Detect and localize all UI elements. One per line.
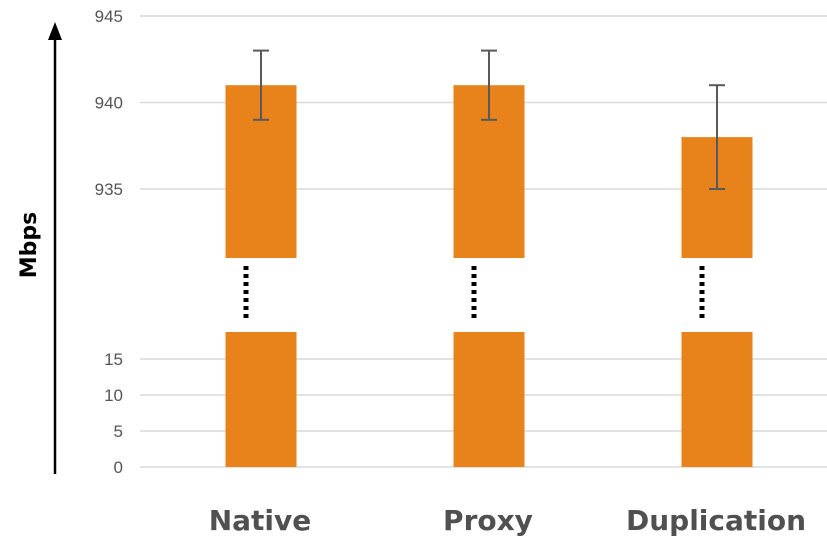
error-bars-group xyxy=(253,49,725,190)
bars-group xyxy=(225,85,753,467)
x-category-labels: Native Proxy Duplication xyxy=(209,504,806,537)
bar-lower-segment xyxy=(453,332,525,467)
y-tick-label: 15 xyxy=(104,350,123,369)
x-category-label: Duplication xyxy=(626,504,806,537)
y-axis-label: Mbps xyxy=(17,212,42,278)
x-category-label: Native xyxy=(209,504,312,537)
y-axis-arrowhead xyxy=(48,22,62,40)
bar-lower-segment xyxy=(681,332,753,467)
axis-break-markers xyxy=(243,266,705,322)
y-tick-label: 10 xyxy=(104,386,123,405)
y-tick-label: 5 xyxy=(114,422,123,441)
y-tick-label: 935 xyxy=(95,180,123,199)
x-category-label: Proxy xyxy=(443,504,533,537)
y-tick-label: 0 xyxy=(114,458,123,477)
y-tick-labels: 0 5 10 15 935 940 945 xyxy=(95,7,123,477)
bar-lower-segment xyxy=(225,332,297,467)
y-tick-label: 940 xyxy=(95,94,123,113)
y-tick-label: 945 xyxy=(95,7,123,26)
